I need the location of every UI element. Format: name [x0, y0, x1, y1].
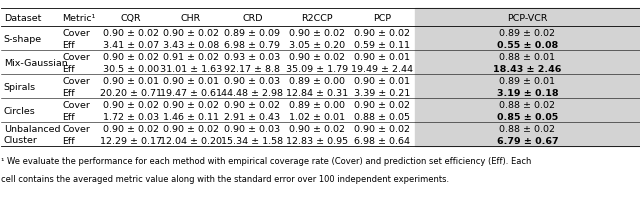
Text: 0.90 ± 0.01: 0.90 ± 0.01	[163, 76, 219, 85]
Text: 0.89 ± 0.00: 0.89 ± 0.00	[289, 100, 345, 109]
Text: 3.41 ± 0.07: 3.41 ± 0.07	[103, 41, 159, 50]
Text: 31.01 ± 1.63: 31.01 ± 1.63	[160, 64, 222, 74]
Text: 0.91 ± 0.02: 0.91 ± 0.02	[163, 53, 219, 62]
Text: PCP: PCP	[373, 14, 392, 23]
Text: Eff: Eff	[62, 112, 75, 121]
Text: Eff: Eff	[62, 88, 75, 97]
Text: 15.34 ± 1.58: 15.34 ± 1.58	[221, 136, 284, 145]
Text: 19.47 ± 0.61: 19.47 ± 0.61	[160, 88, 222, 97]
Text: 20.20 ± 0.71: 20.20 ± 0.71	[100, 88, 162, 97]
Text: Dataset: Dataset	[4, 14, 41, 23]
Text: 0.89 ± 0.02: 0.89 ± 0.02	[499, 29, 556, 38]
Text: 0.90 ± 0.01: 0.90 ± 0.01	[355, 53, 410, 62]
Text: 0.89 ± 0.00: 0.89 ± 0.00	[289, 76, 345, 85]
Bar	[415, 123, 640, 146]
Text: 0.90 ± 0.02: 0.90 ± 0.02	[163, 29, 219, 38]
Bar	[415, 99, 640, 123]
Text: CHR: CHR	[181, 14, 201, 23]
Text: Cover: Cover	[62, 76, 90, 85]
Text: 12.29 ± 0.17: 12.29 ± 0.17	[100, 136, 162, 145]
Text: 0.90 ± 0.02: 0.90 ± 0.02	[103, 29, 159, 38]
Text: 0.88 ± 0.01: 0.88 ± 0.01	[499, 53, 556, 62]
Text: 12.04 ± 0.20: 12.04 ± 0.20	[160, 136, 222, 145]
Bar	[415, 9, 640, 27]
Text: Eff: Eff	[62, 41, 75, 50]
Text: R2CCP: R2CCP	[301, 14, 333, 23]
Text: 0.88 ± 0.02: 0.88 ± 0.02	[499, 100, 556, 109]
Text: 0.90 ± 0.01: 0.90 ± 0.01	[103, 76, 159, 85]
Text: 0.90 ± 0.02: 0.90 ± 0.02	[355, 124, 410, 133]
Text: 1.72 ± 0.03: 1.72 ± 0.03	[103, 112, 159, 121]
Text: cell contains the averaged metric value along with the standard error over 100 i: cell contains the averaged metric value …	[1, 174, 449, 183]
Text: 0.90 ± 0.02: 0.90 ± 0.02	[289, 124, 345, 133]
Text: 35.09 ± 1.79: 35.09 ± 1.79	[286, 64, 348, 74]
Text: 3.43 ± 0.08: 3.43 ± 0.08	[163, 41, 219, 50]
Text: 0.90 ± 0.02: 0.90 ± 0.02	[103, 100, 159, 109]
Text: 12.83 ± 0.95: 12.83 ± 0.95	[286, 136, 348, 145]
Text: 0.89 ± 0.09: 0.89 ± 0.09	[225, 29, 280, 38]
Text: 0.93 ± 0.03: 0.93 ± 0.03	[225, 53, 280, 62]
Text: CQR: CQR	[120, 14, 141, 23]
Text: 19.49 ± 2.44: 19.49 ± 2.44	[351, 64, 413, 74]
Text: 92.17 ± 8.8: 92.17 ± 8.8	[225, 64, 280, 74]
Text: 0.90 ± 0.02: 0.90 ± 0.02	[103, 53, 159, 62]
Bar	[415, 51, 640, 75]
Text: 0.90 ± 0.01: 0.90 ± 0.01	[355, 76, 410, 85]
Text: 0.90 ± 0.02: 0.90 ± 0.02	[355, 29, 410, 38]
Text: 2.91 ± 0.43: 2.91 ± 0.43	[225, 112, 280, 121]
Text: Mix-Gaussian: Mix-Gaussian	[4, 59, 68, 67]
Text: 0.90 ± 0.02: 0.90 ± 0.02	[163, 100, 219, 109]
Text: Metric¹: Metric¹	[62, 14, 95, 23]
Text: 3.05 ± 0.20: 3.05 ± 0.20	[289, 41, 345, 50]
Text: ¹ We evaluate the performance for each method with empirical coverage rate (Cove: ¹ We evaluate the performance for each m…	[1, 157, 531, 165]
Text: 3.19 ± 0.18: 3.19 ± 0.18	[497, 88, 558, 97]
Text: Cover: Cover	[62, 124, 90, 133]
Text: 0.90 ± 0.02: 0.90 ± 0.02	[103, 124, 159, 133]
Text: Cover: Cover	[62, 29, 90, 38]
Text: 0.90 ± 0.02: 0.90 ± 0.02	[163, 124, 219, 133]
Text: 0.59 ± 0.11: 0.59 ± 0.11	[355, 41, 410, 50]
Text: 30.5 ± 0.00: 30.5 ± 0.00	[103, 64, 159, 74]
Text: 18.43 ± 2.46: 18.43 ± 2.46	[493, 64, 561, 74]
Text: 6.98 ± 0.64: 6.98 ± 0.64	[355, 136, 410, 145]
Text: 0.90 ± 0.02: 0.90 ± 0.02	[289, 29, 345, 38]
Text: 0.89 ± 0.01: 0.89 ± 0.01	[499, 76, 556, 85]
Text: 0.90 ± 0.03: 0.90 ± 0.03	[225, 76, 280, 85]
Text: 3.39 ± 0.21: 3.39 ± 0.21	[355, 88, 410, 97]
Text: Unbalanced
Cluster: Unbalanced Cluster	[4, 125, 60, 144]
Text: 0.90 ± 0.02: 0.90 ± 0.02	[355, 100, 410, 109]
Text: Spirals: Spirals	[4, 82, 36, 91]
Text: 44.48 ± 2.98: 44.48 ± 2.98	[221, 88, 284, 97]
Text: 1.46 ± 0.11: 1.46 ± 0.11	[163, 112, 219, 121]
Text: Eff: Eff	[62, 64, 75, 74]
Text: Cover: Cover	[62, 53, 90, 62]
Text: 6.79 ± 0.67: 6.79 ± 0.67	[497, 136, 558, 145]
Text: 6.98 ± 0.79: 6.98 ± 0.79	[225, 41, 280, 50]
Text: 0.85 ± 0.05: 0.85 ± 0.05	[497, 112, 558, 121]
Text: CRD: CRD	[242, 14, 263, 23]
Text: 1.02 ± 0.01: 1.02 ± 0.01	[289, 112, 345, 121]
Text: 0.90 ± 0.02: 0.90 ± 0.02	[289, 53, 345, 62]
Text: 0.88 ± 0.02: 0.88 ± 0.02	[499, 124, 556, 133]
Text: Circles: Circles	[4, 106, 36, 115]
Text: 0.88 ± 0.05: 0.88 ± 0.05	[355, 112, 410, 121]
Text: S-shape: S-shape	[4, 35, 42, 44]
Text: Cover: Cover	[62, 100, 90, 109]
Text: 0.55 ± 0.08: 0.55 ± 0.08	[497, 41, 558, 50]
Bar	[415, 75, 640, 99]
Text: 0.90 ± 0.03: 0.90 ± 0.03	[225, 124, 280, 133]
Text: 12.84 ± 0.31: 12.84 ± 0.31	[286, 88, 348, 97]
Text: 0.90 ± 0.02: 0.90 ± 0.02	[225, 100, 280, 109]
Text: PCP-VCR: PCP-VCR	[507, 14, 548, 23]
Bar	[415, 27, 640, 51]
Text: Eff: Eff	[62, 136, 75, 145]
